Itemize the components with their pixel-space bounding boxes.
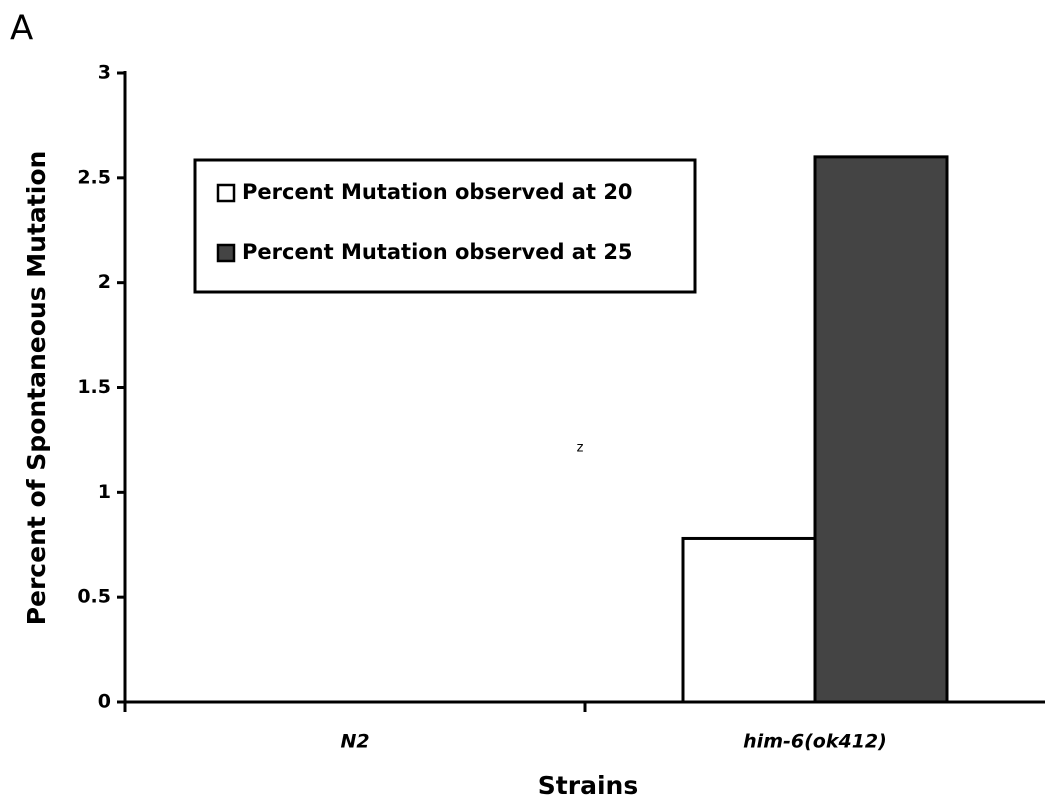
x-tick-label: N2 xyxy=(340,731,369,753)
legend-label: Percent Mutation observed at 25 xyxy=(242,240,633,264)
y-tick-label: 2.5 xyxy=(77,166,111,188)
y-tick-label: 0 xyxy=(98,691,111,713)
y-tick-label: 1.5 xyxy=(77,376,111,398)
legend-label: Percent Mutation observed at 20 xyxy=(242,180,633,204)
y-axis-title: Percent of Spontaneous Mutation xyxy=(22,151,51,626)
legend-swatch xyxy=(216,183,236,203)
y-tick-label: 1 xyxy=(98,481,111,503)
y-tick-label: 3 xyxy=(98,62,111,84)
bar xyxy=(813,155,949,704)
bar xyxy=(681,536,817,704)
panel-label: A xyxy=(10,9,33,49)
x-axis-title: Strains xyxy=(538,771,638,800)
legend-swatch xyxy=(216,243,236,263)
annotation: z xyxy=(577,441,584,456)
x-tick-label: him-6(ok412) xyxy=(743,731,887,753)
y-tick-label: 0.5 xyxy=(77,586,111,608)
y-tick-label: 2 xyxy=(98,271,111,293)
legend-box xyxy=(193,158,697,294)
